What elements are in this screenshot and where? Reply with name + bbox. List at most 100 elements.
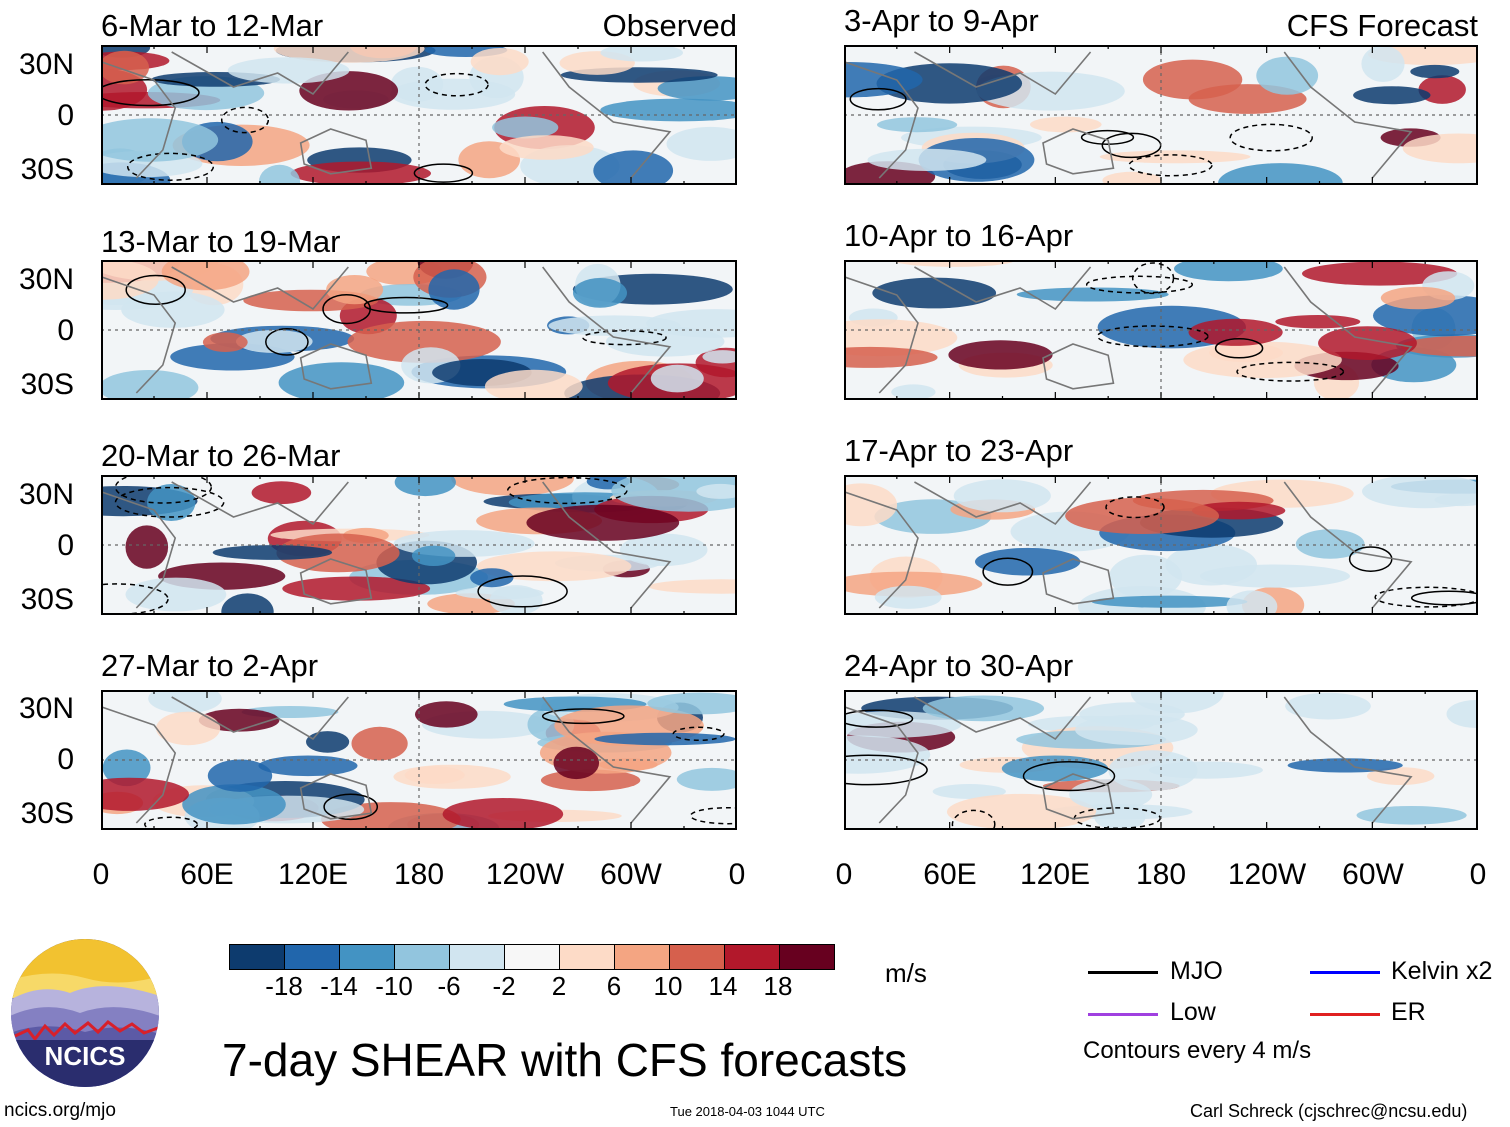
shear-region bbox=[1285, 692, 1371, 720]
mjo-contour bbox=[844, 754, 928, 786]
shear-region bbox=[594, 732, 736, 746]
colorbar-tick: -18 bbox=[265, 971, 303, 1001]
shear-region bbox=[922, 695, 1045, 722]
shear-region bbox=[650, 364, 704, 393]
shear-region bbox=[1418, 75, 1466, 104]
panel-title-fc-1: 3-Apr to 9-Apr bbox=[844, 3, 1039, 38]
coastlines bbox=[101, 266, 672, 394]
shear-region bbox=[1099, 150, 1251, 164]
mjo-contour bbox=[844, 709, 914, 728]
forecast-label: CFS Forecast bbox=[1286, 8, 1478, 43]
shear-region bbox=[148, 690, 222, 714]
mjo-contour bbox=[114, 475, 213, 504]
shear-region bbox=[676, 767, 737, 791]
shear-region bbox=[212, 545, 333, 560]
shear-region bbox=[526, 504, 680, 541]
coastlines bbox=[101, 696, 672, 824]
shear-region bbox=[347, 320, 501, 363]
mjo-contour bbox=[506, 476, 628, 505]
shear-region bbox=[1402, 133, 1478, 164]
ylabel-0-3: 0 bbox=[57, 529, 74, 562]
shear-region bbox=[874, 585, 942, 609]
legend-line-er bbox=[1310, 1013, 1380, 1016]
shear-region bbox=[1446, 700, 1478, 728]
ylabel-30s-2: 30S bbox=[20, 368, 74, 401]
ylabel-30n-4: 30N bbox=[18, 692, 74, 725]
shear-region bbox=[593, 150, 674, 185]
shear-region bbox=[1362, 475, 1478, 509]
coastlines bbox=[101, 51, 672, 179]
panel-title-fc-2: 10-Apr to 16-Apr bbox=[844, 218, 1074, 253]
shear-region bbox=[182, 784, 286, 825]
shear-region bbox=[207, 759, 273, 792]
ylabel-30s-1: 30S bbox=[20, 153, 74, 186]
shear-region bbox=[573, 278, 627, 308]
coastlines bbox=[844, 51, 1413, 179]
shear-region bbox=[619, 533, 708, 566]
colorbar-swatch bbox=[560, 945, 615, 969]
shear-region bbox=[1302, 261, 1458, 286]
shear-region bbox=[872, 277, 997, 309]
shear-region bbox=[282, 576, 431, 601]
mjo-contour bbox=[951, 809, 996, 830]
shear-region bbox=[844, 571, 983, 597]
shear-region bbox=[948, 340, 1053, 370]
shear-region bbox=[390, 78, 516, 110]
panel-title-obs-2: 13-Mar to 19-Mar bbox=[101, 224, 341, 259]
shear-region bbox=[600, 98, 737, 122]
footer-credit: Carl Schreck (cjschrec@ncsu.edu) bbox=[1190, 1101, 1468, 1121]
shear-region bbox=[489, 585, 543, 615]
shear-region bbox=[946, 793, 1097, 830]
map-panel-observed-1 bbox=[101, 45, 737, 185]
shear-region bbox=[258, 164, 301, 185]
shear-region bbox=[553, 746, 600, 780]
ylabel-30n-1: 30N bbox=[18, 48, 74, 81]
panel-frame bbox=[101, 45, 737, 185]
shear-region bbox=[1102, 171, 1162, 185]
mjo-contour bbox=[220, 106, 270, 134]
footer-url: ncics.org/mjo bbox=[4, 1100, 116, 1121]
panel-frame bbox=[101, 475, 737, 615]
shear-region bbox=[696, 483, 737, 499]
legend-label-er: ER bbox=[1391, 998, 1426, 1026]
shear-region bbox=[470, 48, 529, 76]
mjo-contour bbox=[1131, 262, 1175, 295]
mjo-contour bbox=[1105, 496, 1165, 519]
shear-region bbox=[1353, 86, 1431, 105]
mjo-contour bbox=[126, 152, 215, 181]
mjo-contour bbox=[1410, 590, 1478, 606]
coastlines bbox=[844, 266, 1413, 394]
colorbar-tick: -10 bbox=[375, 971, 413, 1001]
panel-title-fc-4: 24-Apr to 30-Apr bbox=[844, 648, 1074, 683]
mjo-contour bbox=[101, 78, 200, 107]
shear-region bbox=[442, 798, 564, 830]
shear-region bbox=[647, 692, 737, 715]
mjo-contour bbox=[477, 575, 568, 608]
shear-region bbox=[1380, 286, 1456, 310]
xlabel-obs-60w: 60W bbox=[600, 858, 662, 891]
xlabel-fc-0: 0 bbox=[835, 858, 853, 891]
mjo-contour bbox=[541, 708, 625, 725]
mjo-contour bbox=[1214, 338, 1264, 359]
ylabel-0-2: 0 bbox=[57, 314, 74, 347]
coastlines bbox=[844, 696, 1413, 824]
mjo-contour bbox=[672, 726, 725, 742]
shear-region bbox=[666, 126, 737, 161]
shear-region bbox=[844, 483, 898, 527]
shear-region bbox=[1256, 56, 1319, 95]
xlabel-obs-0-end: 0 bbox=[728, 858, 746, 891]
xlabel-obs-120e: 120E bbox=[277, 858, 349, 891]
colorbar-swatch bbox=[505, 945, 560, 969]
shear-region bbox=[1075, 714, 1198, 746]
coastlines bbox=[844, 481, 1413, 609]
xlabel-obs-60e: 60E bbox=[180, 858, 234, 891]
colorbar-swatch bbox=[450, 945, 505, 969]
ylabel-30n-3: 30N bbox=[18, 478, 74, 511]
map-panel-observed-2 bbox=[101, 260, 737, 400]
shear-region bbox=[648, 579, 737, 594]
coastlines bbox=[101, 481, 672, 609]
colorbar-swatch bbox=[395, 945, 450, 969]
shear-region bbox=[611, 475, 737, 512]
shear-region bbox=[1030, 116, 1102, 133]
shear-region bbox=[702, 350, 737, 364]
